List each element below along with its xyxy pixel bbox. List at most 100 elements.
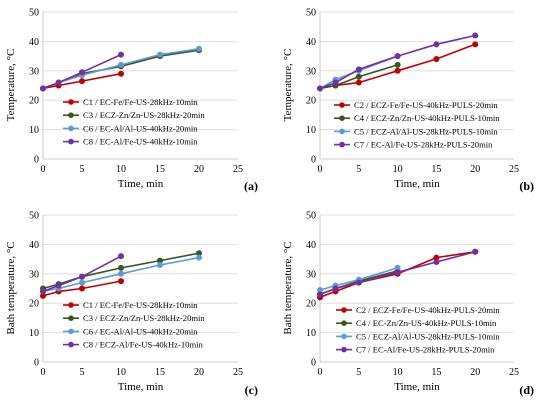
- x-tick-label: 25: [233, 367, 243, 378]
- y-tick-label: 0: [34, 358, 39, 369]
- legend: C1 / EC-Fe/Fe-US-28kHz-10min C3 / ECZ-Zn/…: [63, 97, 205, 147]
- x-tick-label: 10: [393, 164, 403, 175]
- panel-label: (a): [244, 179, 258, 193]
- data-point: [79, 273, 85, 280]
- legend-entry: C8 / ECZ-Al/Fe-US-40kHz-10min: [83, 340, 204, 350]
- x-tick-label: 25: [509, 367, 519, 378]
- data-point: [472, 41, 479, 48]
- legend-entry: C2 / ECZ-Fe/Fe-US-40kHz-PULS-20min: [356, 305, 500, 315]
- data-point: [433, 56, 440, 63]
- legend-swatch-marker: [68, 112, 74, 118]
- panel-label: (b): [519, 179, 534, 193]
- legend-entry: C1 / EC-Fe/Fe-US-28kHz-10min: [83, 97, 198, 107]
- y-axis-title: Bath temperature, °C: [282, 241, 294, 334]
- x-tick-label: 5: [356, 367, 361, 378]
- data-point: [433, 41, 440, 48]
- y-tick-label: 50: [29, 211, 39, 222]
- legend-entry: C5 / ECZ-Al/Al-US-28kHz-PULS-10min: [356, 331, 500, 341]
- data-point: [394, 269, 401, 276]
- x-tick-label: 5: [356, 164, 361, 175]
- y-tick-label: 20: [306, 96, 316, 107]
- y-tick-label: 50: [306, 211, 316, 222]
- data-point: [332, 79, 339, 86]
- y-tick-label: 50: [29, 8, 39, 19]
- data-point: [394, 67, 401, 74]
- x-tick-label: 25: [509, 164, 519, 175]
- legend-entry: C8 / EC-Al/Fe-US-40kHz-10min: [83, 137, 198, 147]
- x-tick-label: 10: [116, 367, 126, 378]
- y-tick-label: 20: [306, 299, 316, 310]
- y-axis-title: Temperature, °C: [5, 49, 17, 122]
- x-axis-title: Time, min: [118, 381, 164, 393]
- x-axis-title: Time, min: [394, 381, 440, 393]
- series-line-3: [319, 267, 398, 291]
- legend: C2 / ECZ-Fe/Fe-US-40kHz-PULS-20min C4 / E…: [336, 305, 500, 355]
- x-axis-title: Time, min: [394, 178, 440, 190]
- legend: C2 / ECZ-Fe/Fe-US-40kHz-PULS-20min C4 / E…: [334, 100, 500, 150]
- y-tick-label: 10: [29, 328, 39, 339]
- panel-label: (d): [519, 383, 534, 397]
- y-tick-label: 40: [29, 37, 39, 48]
- data-point: [55, 79, 62, 86]
- y-tick-label: 30: [306, 269, 316, 280]
- series-line-1: [42, 72, 122, 90]
- data-point: [40, 85, 46, 92]
- data-point: [317, 286, 323, 293]
- data-point: [157, 261, 163, 268]
- data-point: [472, 248, 479, 255]
- data-point: [79, 279, 85, 286]
- y-tick-label: 40: [29, 240, 39, 251]
- y-tick-label: 30: [306, 66, 316, 77]
- data-point: [332, 285, 339, 292]
- data-point: [433, 254, 440, 261]
- y-tick-label: 50: [306, 8, 316, 19]
- data-point: [79, 69, 85, 76]
- data-point: [157, 257, 163, 264]
- x-tick-label: 20: [194, 367, 204, 378]
- data-point: [118, 278, 124, 285]
- legend: C1 / EC-Fe/Fe-US-28kHz-10min C3 / ECZ-Zn/…: [63, 300, 205, 350]
- x-tick-label: 15: [155, 164, 165, 175]
- data-point: [394, 53, 401, 60]
- series-line-4: [42, 255, 122, 293]
- y-axis-title: Temperature, °C: [282, 49, 294, 122]
- legend-swatch-marker: [341, 346, 347, 353]
- x-tick-label: 5: [80, 367, 85, 378]
- data-point: [355, 79, 362, 86]
- y-tick-label: 0: [311, 155, 316, 166]
- legend-swatch-marker: [68, 315, 74, 322]
- y-tick-label: 0: [311, 358, 316, 369]
- y-tick-label: 10: [306, 328, 316, 339]
- legend-entry: C7 / EC-Al/Fe-US-28kHz-PULS-20min: [354, 140, 493, 150]
- data-point: [433, 259, 440, 266]
- legend-swatch-marker: [339, 115, 345, 121]
- y-tick-label: 10: [29, 125, 39, 136]
- legend-entry: C3 / ECZ-Zn/Zn-US-28kHz-20min: [83, 110, 205, 120]
- y-tick-label: 40: [306, 37, 316, 48]
- x-tick-label: 0: [318, 367, 323, 378]
- data-point: [317, 85, 323, 92]
- data-point: [118, 270, 124, 277]
- data-point: [79, 78, 85, 85]
- y-tick-label: 0: [34, 155, 39, 166]
- x-tick-label: 15: [431, 367, 441, 378]
- y-tick-label: 20: [29, 299, 39, 310]
- data-point: [472, 32, 479, 39]
- x-tick-label: 25: [233, 164, 243, 175]
- chart-panel-d: 0 10 20 30 40 50 0 5 10 15 20 25 Time, min Bath tempe…: [282, 211, 534, 398]
- data-point: [118, 70, 124, 77]
- legend-swatch-marker: [68, 99, 74, 105]
- data-point: [40, 292, 46, 299]
- legend-entry: C6 / EC-Al/Al-US-40kHz-20min: [83, 326, 198, 336]
- data-point: [118, 264, 124, 271]
- x-tick-label: 20: [470, 367, 480, 378]
- data-point: [55, 282, 62, 289]
- legend-entry: C6 / EC-Al/Al-US-40kHz-20min: [83, 123, 198, 133]
- legend-swatch-marker: [339, 141, 345, 148]
- y-tick-label: 30: [29, 66, 39, 77]
- chart-panel-b: 0 10 20 30 40 50 0 5 10 15 20 25 Time, min Temperatur…: [282, 8, 534, 194]
- data-point: [394, 264, 401, 271]
- legend-entry: C4 / ECZ-Zn/Zn-US-40kHz-PULS-10min: [354, 113, 500, 123]
